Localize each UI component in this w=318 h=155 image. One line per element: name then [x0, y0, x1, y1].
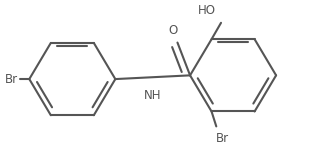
Text: Br: Br: [4, 73, 18, 86]
Text: O: O: [168, 24, 177, 37]
Text: Br: Br: [216, 132, 229, 145]
Text: NH: NH: [144, 89, 162, 102]
Text: HO: HO: [198, 4, 216, 17]
